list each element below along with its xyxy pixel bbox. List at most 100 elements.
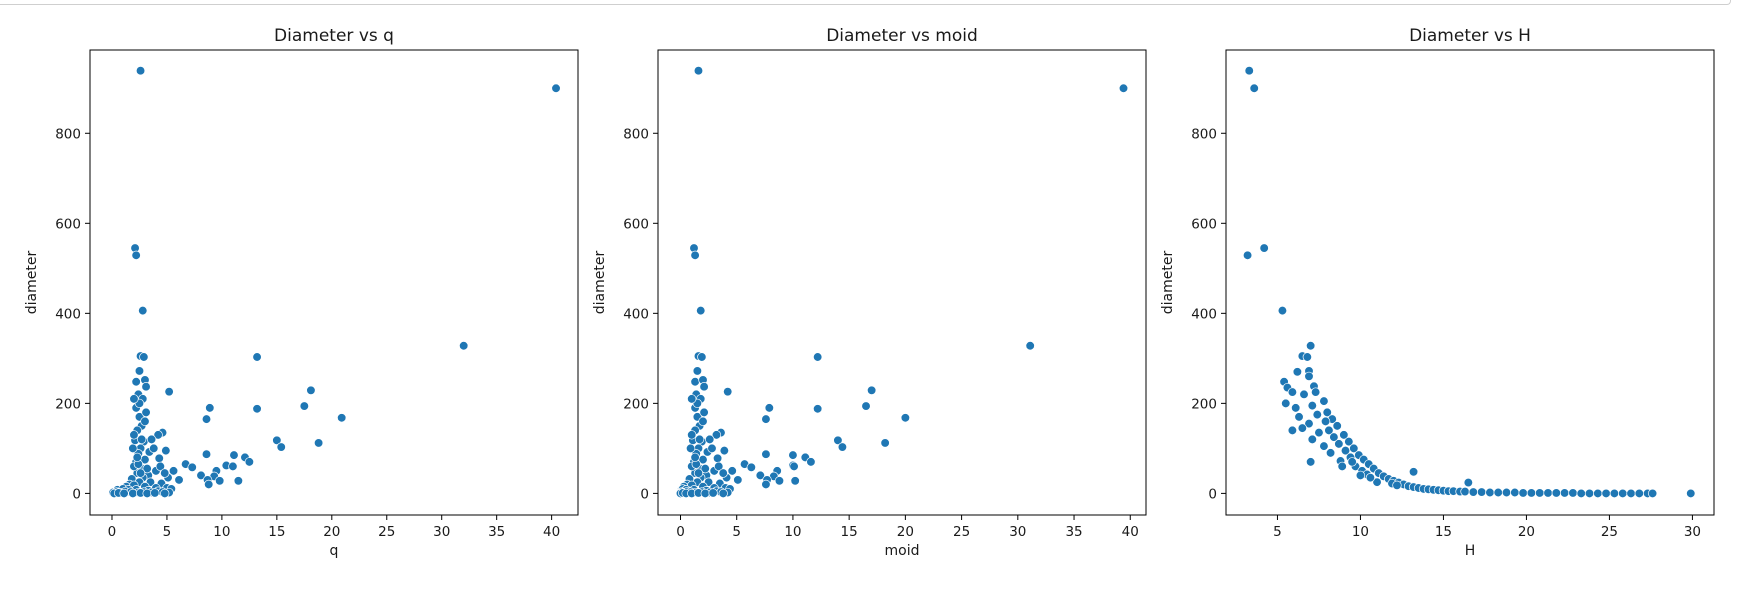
scatter-point bbox=[1392, 480, 1402, 490]
scatter-series bbox=[108, 66, 561, 499]
scatter-point bbox=[168, 466, 179, 476]
scatter-point bbox=[866, 385, 877, 395]
scatter-point bbox=[129, 430, 139, 440]
scatter-point bbox=[1535, 488, 1545, 498]
scatter-point bbox=[1324, 425, 1334, 436]
scatter-point bbox=[1281, 398, 1291, 409]
scatter-point bbox=[1618, 488, 1628, 499]
y-tick-label: 600 bbox=[623, 216, 649, 232]
scatter-point bbox=[131, 250, 141, 260]
x-tick-label: 10 bbox=[213, 524, 230, 540]
scatter-point bbox=[1518, 488, 1528, 498]
scatter-point bbox=[1334, 439, 1344, 449]
scatter-point bbox=[128, 488, 138, 499]
scatter-point bbox=[196, 470, 206, 481]
scatter-point bbox=[1463, 477, 1473, 488]
x-tick-label: 15 bbox=[1435, 524, 1452, 540]
scatter-point bbox=[761, 414, 771, 424]
scatter-point bbox=[1319, 396, 1329, 406]
scatter-point bbox=[299, 401, 309, 411]
x-tick-label: 10 bbox=[784, 524, 801, 540]
scatter-point bbox=[697, 352, 707, 362]
scatter-point bbox=[693, 468, 704, 478]
y-tick-label: 800 bbox=[1191, 126, 1217, 142]
x-tick-label: 10 bbox=[1352, 524, 1369, 540]
scatter-point bbox=[244, 457, 255, 467]
scatter-point bbox=[146, 434, 157, 445]
scatter-point bbox=[687, 394, 697, 404]
scatter-point bbox=[1325, 448, 1336, 458]
scatter-point bbox=[204, 479, 214, 490]
axes-frame bbox=[1225, 49, 1715, 516]
scatter-point bbox=[132, 452, 142, 463]
scatter-point bbox=[1501, 487, 1512, 498]
scatter-point bbox=[1244, 66, 1254, 76]
scatter-point bbox=[138, 305, 148, 316]
scatter-point bbox=[139, 352, 149, 362]
y-tick-label: 600 bbox=[55, 216, 81, 232]
scatter-point bbox=[215, 476, 225, 486]
scatter-point bbox=[164, 387, 174, 397]
axes-frame bbox=[89, 49, 579, 516]
scatter-point bbox=[1593, 488, 1603, 499]
scatter-point bbox=[229, 450, 239, 460]
scatter-point bbox=[1287, 387, 1298, 397]
scatter-point bbox=[700, 463, 710, 474]
scatter-point bbox=[1320, 416, 1331, 427]
scatter-point bbox=[1314, 427, 1324, 438]
axes-frame bbox=[657, 49, 1147, 516]
x-tick-label: 30 bbox=[433, 524, 450, 540]
scatter-point bbox=[1292, 367, 1303, 377]
scatter-point bbox=[693, 66, 704, 76]
y-tick-label: 400 bbox=[623, 306, 649, 322]
scatter-point bbox=[687, 430, 697, 440]
scatter-series bbox=[1242, 66, 1696, 499]
scatter-point bbox=[1340, 445, 1351, 456]
scatter-point bbox=[272, 435, 282, 445]
scatter-point bbox=[861, 401, 871, 411]
scatter-point bbox=[1493, 487, 1503, 498]
scatter-point bbox=[153, 430, 163, 440]
scatter-point bbox=[228, 461, 238, 472]
scatter-point bbox=[1647, 488, 1658, 499]
scatter-point bbox=[306, 385, 316, 395]
scatter-point bbox=[1299, 389, 1309, 400]
scatter-point bbox=[1025, 341, 1035, 351]
scatter-point bbox=[774, 476, 785, 486]
scatter-point bbox=[1291, 403, 1301, 413]
scatter-point bbox=[1601, 488, 1611, 499]
scatter-point bbox=[1322, 407, 1332, 418]
scatter-point bbox=[813, 352, 823, 362]
scatter-point bbox=[1310, 387, 1321, 397]
scatter-point bbox=[1559, 488, 1570, 498]
scatter-point bbox=[755, 470, 765, 481]
scatter-point bbox=[201, 414, 212, 424]
x-tick-label: 20 bbox=[1518, 524, 1535, 540]
scatter-point bbox=[690, 452, 700, 463]
scatter-point bbox=[711, 430, 722, 440]
scatter-point bbox=[1526, 488, 1537, 498]
scatter-point bbox=[1332, 421, 1342, 431]
scatter-point bbox=[1568, 488, 1578, 498]
x-tick-label: 30 bbox=[1684, 524, 1701, 540]
scatter-point bbox=[161, 445, 171, 456]
scatter-point bbox=[699, 407, 709, 418]
scatter-point bbox=[1510, 487, 1520, 498]
scatter-point bbox=[790, 476, 800, 486]
scatter-point bbox=[837, 442, 848, 452]
scatter-point bbox=[1306, 341, 1316, 351]
scatter-point bbox=[459, 341, 469, 351]
scatter-point bbox=[685, 443, 696, 454]
scatter-point bbox=[1372, 477, 1382, 487]
scatter-point bbox=[1304, 418, 1314, 429]
scatter-point bbox=[694, 434, 705, 445]
chart-title: Diameter vs moid bbox=[826, 26, 978, 46]
scatter-point bbox=[789, 461, 799, 472]
scatter-point bbox=[1344, 436, 1354, 447]
scatter-point bbox=[201, 449, 212, 459]
x-tick-label: 40 bbox=[1122, 524, 1139, 540]
scatter-point bbox=[761, 449, 771, 459]
scatter-series bbox=[675, 66, 1129, 499]
scatter-point bbox=[1302, 352, 1312, 362]
